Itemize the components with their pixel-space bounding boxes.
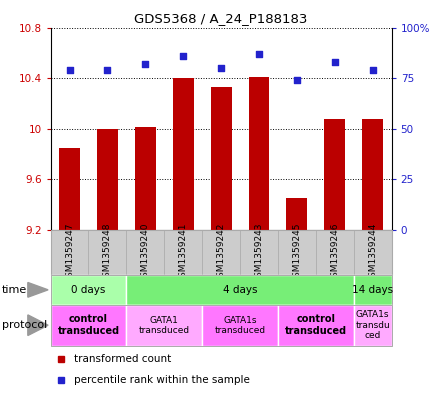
Polygon shape (28, 315, 48, 336)
Bar (354, 275, 392, 305)
Bar (126, 230, 164, 275)
Bar (354, 230, 392, 275)
Point (104, 67, 111, 73)
Bar (324, 119, 345, 230)
Bar (362, 119, 383, 230)
Text: transformed count: transformed count (74, 354, 172, 364)
Bar (164, 230, 202, 275)
Bar (51, 275, 126, 305)
Text: percentile rank within the sample: percentile rank within the sample (74, 375, 250, 385)
Title: GDS5368 / A_24_P188183: GDS5368 / A_24_P188183 (134, 12, 308, 25)
Text: 0 days: 0 days (71, 285, 106, 295)
Point (331, 59, 338, 65)
Text: GATA1
transduced: GATA1 transduced (139, 316, 190, 335)
Bar (51, 305, 126, 346)
Text: GSM1359247: GSM1359247 (65, 222, 74, 283)
Bar (173, 78, 194, 230)
Text: GATA1s
transduced: GATA1s transduced (214, 316, 266, 335)
Bar (249, 77, 269, 230)
Bar (354, 305, 392, 346)
Bar (316, 230, 354, 275)
Text: GSM1359246: GSM1359246 (330, 222, 339, 283)
Bar (97, 129, 118, 230)
Bar (202, 305, 278, 346)
Bar (135, 127, 156, 230)
Bar (51, 230, 88, 275)
Bar (202, 230, 240, 275)
Text: 4 days: 4 days (223, 285, 257, 295)
Point (180, 53, 187, 59)
Text: control
transduced: control transduced (285, 314, 347, 336)
Bar (240, 230, 278, 275)
Bar (211, 87, 231, 230)
Text: GSM1359240: GSM1359240 (141, 222, 150, 283)
Bar (59, 148, 80, 230)
Point (369, 67, 376, 73)
Bar (278, 305, 354, 346)
Point (293, 77, 301, 83)
Text: time: time (2, 285, 27, 295)
Polygon shape (28, 283, 48, 297)
Point (66, 67, 73, 73)
Text: GATA1s
transdu
ced: GATA1s transdu ced (355, 310, 390, 340)
Point (218, 65, 225, 71)
Bar (278, 230, 316, 275)
Text: GSM1359248: GSM1359248 (103, 222, 112, 283)
Text: GSM1359245: GSM1359245 (292, 222, 301, 283)
Text: GSM1359242: GSM1359242 (216, 222, 226, 283)
Text: 14 days: 14 days (352, 285, 393, 295)
Bar (88, 230, 126, 275)
Text: GSM1359244: GSM1359244 (368, 222, 377, 283)
Text: GSM1359243: GSM1359243 (254, 222, 264, 283)
Bar (126, 305, 202, 346)
Bar (126, 275, 354, 305)
Point (256, 51, 263, 57)
Text: protocol: protocol (2, 320, 48, 330)
Text: control
transduced: control transduced (58, 314, 120, 336)
Bar (286, 198, 307, 230)
Point (142, 61, 149, 67)
Text: GSM1359241: GSM1359241 (179, 222, 188, 283)
